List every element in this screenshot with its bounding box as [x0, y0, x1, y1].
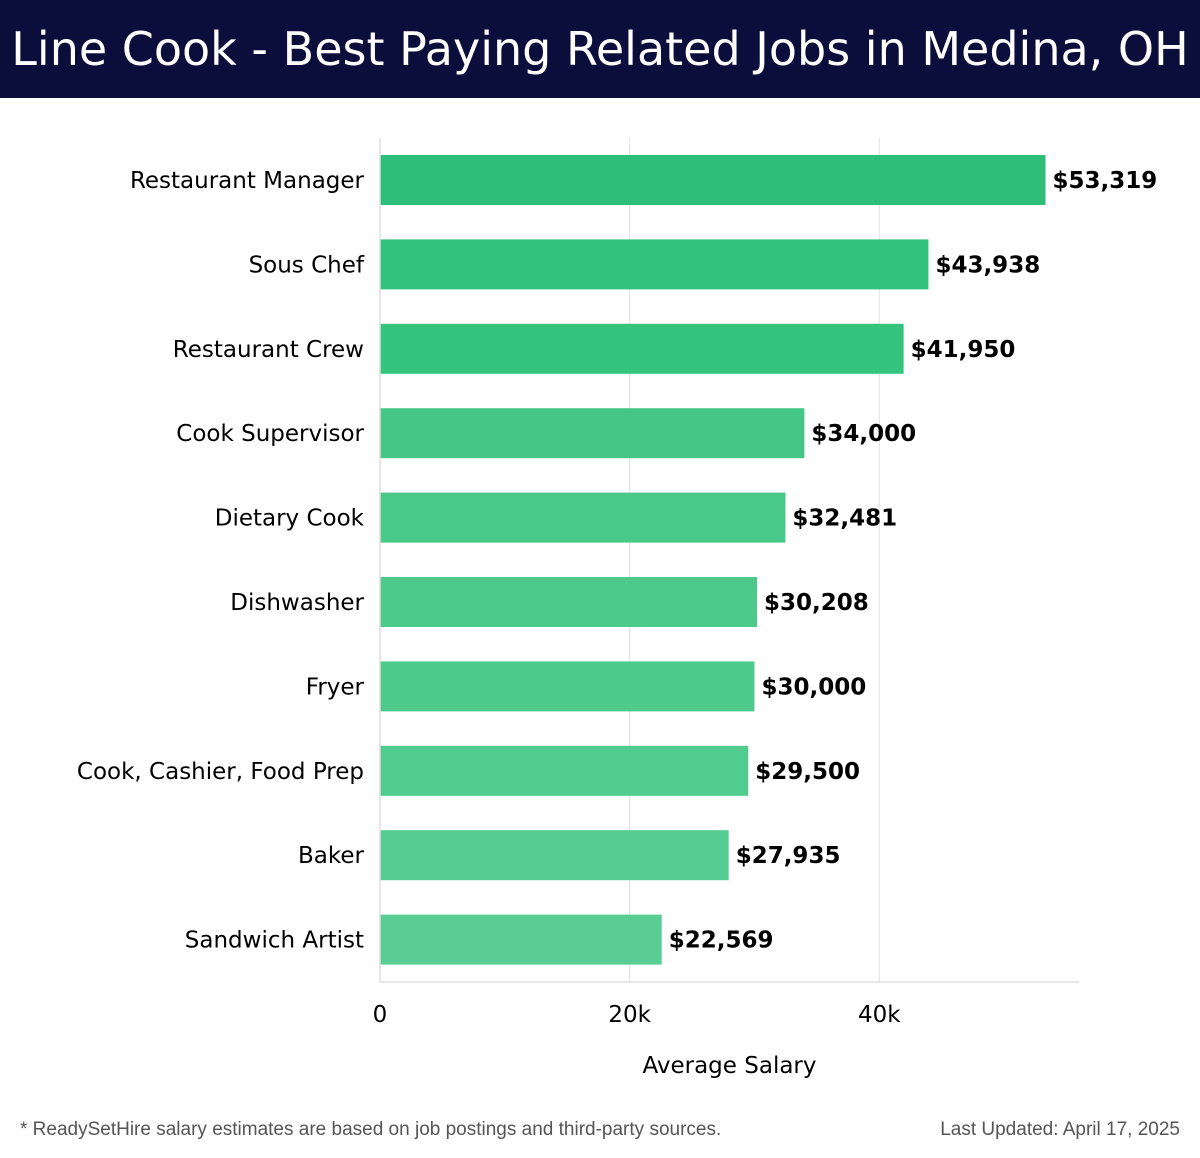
bar [380, 239, 929, 290]
footnote: * ReadySetHire salary estimates are base… [20, 1119, 722, 1140]
chart-title: Line Cook - Best Paying Related Jobs in … [11, 22, 1189, 76]
bar-chart: Restaurant Manager $53,319 Sous Chef $43,93… [77, 138, 1158, 1079]
bar [380, 745, 749, 796]
x-tick-label: 40k [858, 1002, 901, 1028]
category-label: Sandwich Artist [185, 928, 364, 954]
bar [380, 323, 904, 374]
category-label: Dishwasher [230, 590, 364, 616]
category-label: Restaurant Crew [173, 337, 364, 363]
x-tick-label: 20k [608, 1002, 651, 1028]
value-label: $32,481 [792, 506, 897, 532]
category-label: Cook, Cashier, Food Prep [77, 759, 364, 785]
last-updated: Last Updated: April 17, 2025 [940, 1119, 1180, 1140]
bar [380, 577, 758, 627]
bar [380, 408, 805, 459]
bar [380, 492, 786, 543]
value-label: $53,319 [1053, 168, 1158, 194]
x-tick-label: 0 [373, 1002, 388, 1028]
value-label: $22,569 [669, 928, 774, 954]
value-label: $43,938 [935, 252, 1040, 278]
chart-header: Line Cook - Best Paying Related Jobs in … [0, 0, 1200, 98]
category-label: Cook Supervisor [176, 421, 364, 447]
value-label: $41,950 [911, 337, 1016, 363]
category-label: Restaurant Manager [130, 168, 365, 194]
value-label: $34,000 [811, 421, 916, 447]
category-label: Dietary Cook [215, 506, 365, 532]
bar [380, 914, 662, 965]
category-label: Baker [298, 843, 365, 869]
category-label: Fryer [306, 674, 365, 700]
x-axis-title: Average Salary [642, 1053, 816, 1079]
bar [380, 830, 729, 881]
bar [380, 155, 1046, 205]
value-label: $30,000 [761, 674, 866, 700]
bar [380, 661, 755, 712]
value-label: $27,935 [736, 843, 841, 869]
category-label: Sous Chef [249, 252, 365, 278]
value-label: $30,208 [764, 590, 869, 616]
value-label: $29,500 [755, 759, 860, 785]
